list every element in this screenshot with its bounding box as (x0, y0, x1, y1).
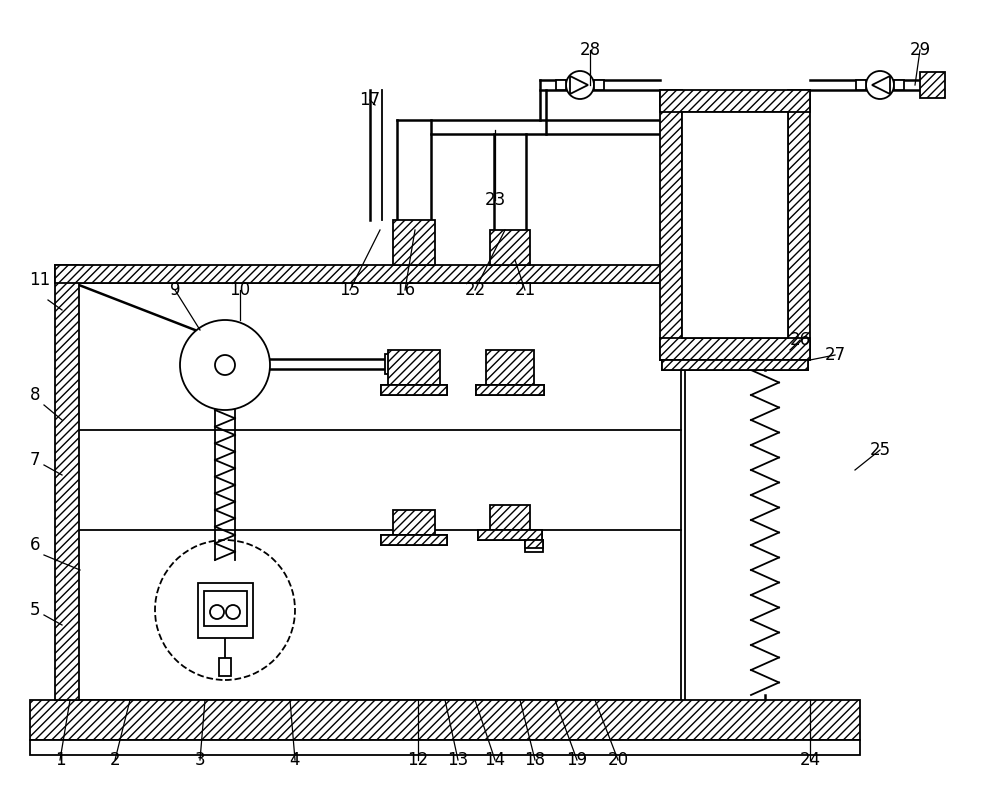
Bar (219, 658, 231, 676)
Bar (525, 540, 543, 552)
Bar (476, 385, 544, 395)
Circle shape (215, 355, 235, 375)
Polygon shape (872, 76, 890, 94)
Text: 26: 26 (789, 331, 811, 349)
Text: 28: 28 (579, 41, 601, 59)
Text: 25: 25 (869, 441, 891, 459)
Bar (55, 265, 79, 700)
Text: 6: 6 (30, 536, 40, 554)
Bar (30, 740, 860, 755)
Text: 7: 7 (30, 451, 40, 469)
Bar (385, 354, 395, 374)
Text: 15: 15 (339, 281, 361, 299)
Circle shape (210, 605, 224, 619)
Bar (525, 540, 543, 548)
Bar (894, 80, 904, 90)
Text: 14: 14 (484, 751, 506, 769)
Text: 4: 4 (290, 751, 300, 769)
Text: 16: 16 (394, 281, 416, 299)
Bar (556, 80, 566, 90)
Circle shape (226, 605, 240, 619)
Text: 8: 8 (30, 386, 40, 404)
Text: 23: 23 (484, 191, 506, 209)
Bar (682, 112, 788, 338)
Bar (662, 360, 808, 370)
Bar (198, 583, 253, 638)
Text: 17: 17 (359, 91, 381, 109)
Text: 13: 13 (447, 751, 469, 769)
Bar (388, 350, 440, 385)
Bar (381, 385, 447, 395)
Bar (660, 90, 682, 360)
Text: 9: 9 (170, 281, 180, 299)
Bar (204, 591, 247, 626)
Bar (478, 530, 542, 540)
Circle shape (866, 71, 894, 99)
Bar (662, 360, 808, 370)
Bar (660, 90, 810, 112)
Bar (788, 90, 810, 360)
Bar (393, 510, 435, 535)
Bar (856, 80, 866, 90)
Bar (393, 220, 435, 265)
Bar (55, 265, 685, 283)
Text: 10: 10 (229, 281, 251, 299)
Circle shape (566, 71, 594, 99)
Bar (594, 80, 604, 90)
Bar (486, 350, 534, 385)
Bar (381, 385, 447, 395)
Text: 24: 24 (799, 751, 821, 769)
Bar (381, 535, 447, 545)
Text: 27: 27 (824, 346, 846, 364)
Text: 21: 21 (514, 281, 536, 299)
Text: 29: 29 (909, 41, 931, 59)
Bar (920, 72, 945, 98)
Bar (660, 338, 810, 360)
Text: 2: 2 (110, 751, 120, 769)
Polygon shape (570, 76, 588, 94)
Text: 1: 1 (55, 751, 65, 769)
Bar (476, 385, 544, 395)
Text: 11: 11 (29, 271, 51, 289)
Bar (490, 230, 530, 265)
Text: 18: 18 (524, 751, 546, 769)
Text: 12: 12 (407, 751, 429, 769)
Text: 20: 20 (607, 751, 629, 769)
Bar (30, 700, 860, 740)
Text: 22: 22 (464, 281, 486, 299)
Text: 3: 3 (195, 751, 205, 769)
Bar (381, 535, 447, 545)
Circle shape (180, 320, 270, 410)
Bar (490, 505, 530, 530)
Text: 19: 19 (566, 751, 588, 769)
Bar (478, 530, 542, 540)
Text: 5: 5 (30, 601, 40, 619)
